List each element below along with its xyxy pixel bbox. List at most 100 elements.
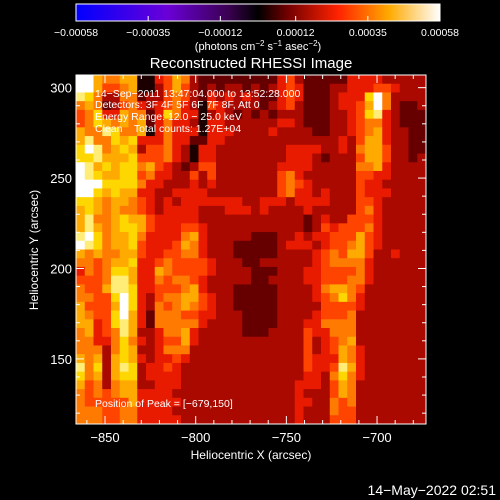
heatmap-cell bbox=[84, 162, 95, 172]
heatmap-cell bbox=[338, 75, 348, 85]
heatmap-cell bbox=[356, 397, 366, 408]
heatmap-cell bbox=[216, 362, 226, 373]
heatmap-cell bbox=[382, 380, 392, 390]
heatmap-cell bbox=[251, 362, 261, 373]
heatmap-cell bbox=[259, 415, 270, 424]
heatmap-cell bbox=[93, 258, 103, 268]
heatmap-cell bbox=[198, 293, 208, 303]
heatmap-cell bbox=[286, 293, 296, 303]
heatmap-cell bbox=[382, 197, 392, 207]
heatmap-cell bbox=[338, 109, 348, 120]
heatmap-cell bbox=[154, 136, 165, 146]
heatmap-cell bbox=[198, 205, 208, 216]
heatmap-cell bbox=[329, 83, 340, 94]
heatmap-cell bbox=[189, 127, 200, 137]
heatmap-cell bbox=[408, 380, 418, 390]
heatmap-cell bbox=[294, 144, 305, 155]
heatmap-cell bbox=[119, 310, 130, 320]
heatmap-cell bbox=[146, 188, 156, 198]
heatmap-cell bbox=[408, 249, 418, 259]
heatmap-cell bbox=[408, 406, 418, 416]
heatmap-cell bbox=[172, 188, 182, 198]
heatmap-cell bbox=[146, 205, 156, 216]
heatmap-cell bbox=[154, 328, 165, 338]
heatmap-cell bbox=[286, 284, 296, 294]
heatmap-cell bbox=[146, 319, 156, 329]
heatmap-cell bbox=[146, 293, 156, 303]
heatmap-cell bbox=[286, 170, 296, 181]
heatmap-cell bbox=[242, 406, 252, 416]
heatmap-cell bbox=[399, 310, 410, 320]
heatmap-cell bbox=[364, 415, 375, 424]
heatmap-cell bbox=[102, 310, 112, 320]
heatmap-cell bbox=[259, 406, 270, 416]
heatmap-cell bbox=[373, 266, 383, 277]
heatmap-cell bbox=[216, 345, 226, 355]
heatmap-cell bbox=[207, 328, 217, 338]
heatmap-cell bbox=[399, 266, 410, 277]
heatmap-cell bbox=[294, 83, 305, 94]
heatmap-cell bbox=[189, 284, 200, 294]
heatmap-cell bbox=[391, 144, 401, 155]
heatmap-cell bbox=[233, 83, 243, 94]
heatmap-cell bbox=[251, 345, 261, 355]
heatmap-cell bbox=[84, 197, 95, 207]
heatmap-cell bbox=[321, 92, 331, 102]
heatmap-cell bbox=[111, 301, 121, 312]
heatmap-cell bbox=[76, 293, 86, 303]
heatmap-cell bbox=[84, 354, 95, 364]
heatmap-cell bbox=[189, 266, 200, 277]
heatmap-cell bbox=[233, 371, 243, 381]
heatmap-cell bbox=[303, 266, 313, 277]
heatmap-cell bbox=[181, 345, 191, 355]
heatmap-cell bbox=[321, 266, 331, 277]
heatmap-cell bbox=[268, 371, 278, 381]
heatmap-cell bbox=[93, 92, 103, 102]
heatmap-cell bbox=[408, 371, 418, 381]
heatmap-cell bbox=[251, 266, 261, 277]
heatmap-cell bbox=[111, 406, 121, 416]
heatmap-cell bbox=[391, 83, 401, 94]
heatmap-cell bbox=[93, 127, 103, 137]
heatmap-cell bbox=[128, 249, 138, 259]
heatmap-cell bbox=[76, 301, 86, 312]
heatmap-cell bbox=[277, 284, 287, 294]
heatmap-cell bbox=[391, 188, 401, 198]
heatmap-cell bbox=[146, 240, 156, 251]
heatmap-cell bbox=[128, 232, 138, 242]
heatmap-cell bbox=[242, 232, 252, 242]
heatmap-cell bbox=[172, 345, 182, 355]
heatmap-cell bbox=[154, 162, 165, 172]
heatmap-cell bbox=[102, 232, 112, 242]
heatmap-cell bbox=[224, 153, 235, 163]
heatmap-cell bbox=[207, 354, 217, 364]
heatmap-cell bbox=[356, 205, 366, 216]
heatmap-cell bbox=[373, 170, 383, 181]
heatmap-cell bbox=[259, 101, 270, 111]
heatmap-cell bbox=[286, 380, 296, 390]
heatmap-cell bbox=[391, 118, 401, 128]
heatmap-cell bbox=[111, 136, 121, 146]
heatmap-cell bbox=[294, 319, 305, 329]
heatmap-cell bbox=[303, 380, 313, 390]
heatmap-cell bbox=[417, 83, 426, 94]
heatmap-cell bbox=[163, 328, 173, 338]
heatmap-cell bbox=[312, 258, 322, 268]
heatmap-cell bbox=[172, 136, 182, 146]
heatmap-cell bbox=[111, 118, 121, 128]
heatmap-cell bbox=[172, 127, 182, 137]
heatmap-cell bbox=[102, 406, 112, 416]
heatmap-cell bbox=[119, 354, 130, 364]
heatmap-cell bbox=[277, 328, 287, 338]
heatmap-cell bbox=[207, 223, 217, 233]
heatmap-cell bbox=[111, 310, 121, 320]
heatmap-cell bbox=[181, 328, 191, 338]
heatmap-cell bbox=[163, 336, 173, 347]
heatmap-cell bbox=[233, 240, 243, 251]
heatmap-cell bbox=[189, 354, 200, 364]
heatmap-cell bbox=[163, 397, 173, 408]
heatmap-cell bbox=[329, 136, 340, 146]
heatmap-cell bbox=[347, 266, 357, 277]
heatmap-cell bbox=[207, 258, 217, 268]
heatmap-cell bbox=[303, 415, 313, 424]
